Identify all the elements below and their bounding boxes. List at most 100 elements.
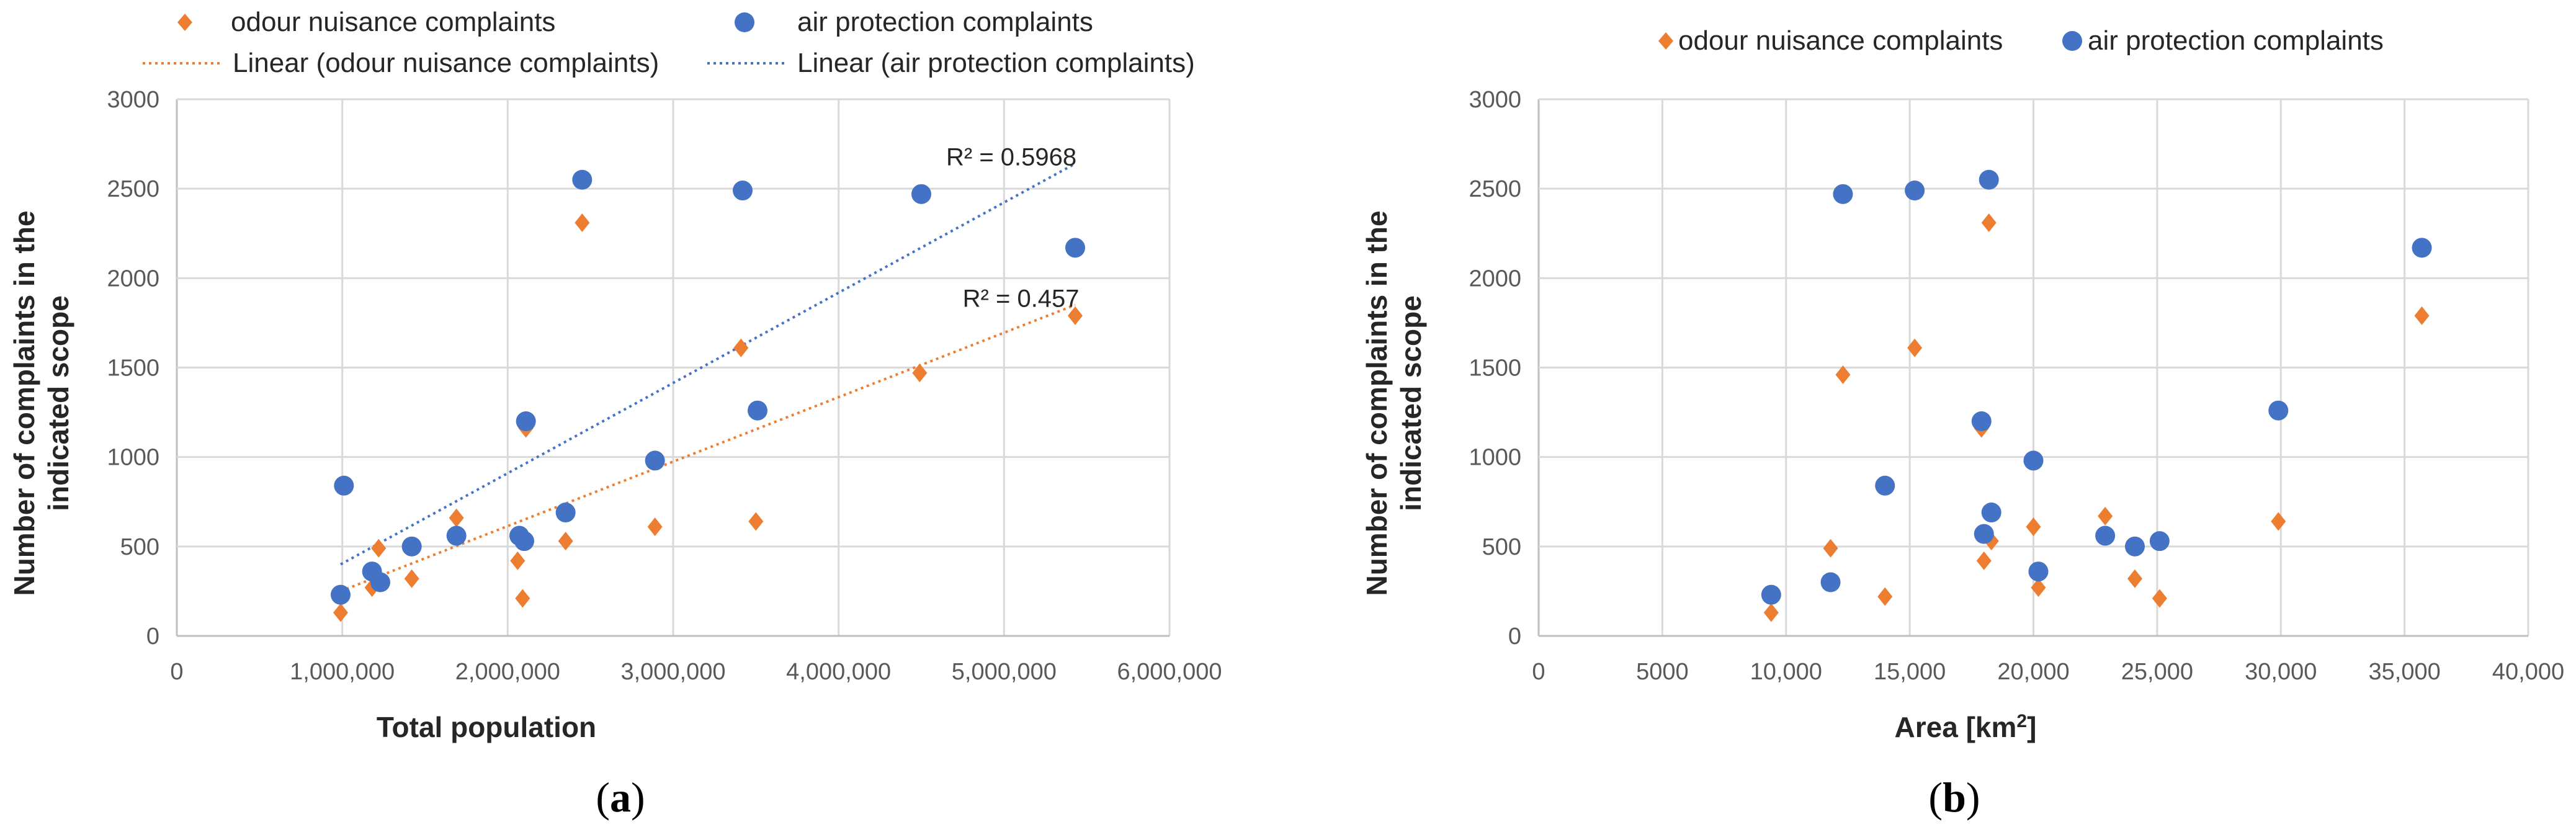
air-point [1905,181,1925,201]
x-tick-label: 5,000,000 [952,659,1057,685]
chart-b: odour nuisance complaints air protection… [1361,25,2564,821]
air-point [2095,525,2116,546]
odour-point [558,532,573,551]
odour-point [1877,587,1893,606]
air-trendline [340,163,1076,566]
air-point [1833,184,1853,204]
air-point [1981,503,2001,523]
odour-point [1068,306,1083,325]
odour-point [515,589,530,608]
x-tick-label: 20,000 [1997,659,2069,685]
gridlines-a [176,98,1171,637]
air-point [645,450,665,471]
y-tick-label: 3000 [107,87,159,113]
r2-labels-a: R² = 0.457 R² = 0.5968 [946,144,1080,313]
legend-odour-trend-label: Linear (odour nuisance complaints) [233,48,659,78]
x-tick-label: 3,000,000 [620,659,725,685]
legend-air-marker [735,12,754,32]
y-tick-label: 500 [120,534,159,560]
x-tick-label: 10,000 [1750,659,1822,685]
legend-air-trend-label: Linear (air protection complaints) [797,48,1195,78]
y-tick-label: 0 [146,624,159,650]
x-tick-label: 6,000,000 [1117,659,1222,685]
odour-point [2414,306,2430,325]
panel-label-b: (b) [1928,774,1980,821]
air-point [2268,400,2289,421]
air-point [2149,531,2170,552]
x-tick-label: 15,000 [1874,659,1946,685]
air-point [1820,572,1841,592]
odour-point [449,508,464,527]
panel-label-a: (a) [596,774,645,821]
air-point [1761,584,1781,605]
legend-air-marker-b [2062,31,2082,51]
air-point [334,475,354,496]
odour-point [2271,512,2286,531]
odour-r2-label: R² = 0.457 [963,285,1080,312]
air-point [2412,238,2432,258]
air-point [748,400,767,421]
legend-odour-marker [177,14,192,31]
legend-odour-label-b: odour nuisance complaints [1678,25,2003,56]
air-point [911,184,931,204]
odour-point [1835,365,1851,385]
air-point [2023,450,2044,471]
y-tick-label: 2000 [1469,266,1521,292]
chart-a: odour nuisance complaints air protection… [8,7,1222,821]
air-point [1065,238,1085,258]
x-tick-label: 0 [170,659,183,685]
y-tick-label: 0 [1508,624,1521,650]
x-tick-label: 40,000 [2492,659,2564,685]
odour-point [333,603,348,622]
odour-point [1976,551,1992,570]
air-point [514,531,534,552]
odour-point [748,512,764,531]
air-point [2028,561,2049,582]
odour-point [2026,517,2041,537]
air-point [1979,169,1999,190]
x-tick-label: 25,000 [2121,659,2193,685]
odour-point [510,551,525,570]
odour-point [371,539,387,558]
odour-point [1763,603,1779,622]
tick-labels-b: 0 5000 10,000 15,000 20,000 25,000 30,000 35,00… [1469,87,2564,685]
odour-point [912,364,928,383]
x-axis-title-a: Total population [377,711,596,743]
y-axis-title-b-line1: Number of complaints in the [1361,210,1393,596]
x-tick-label: 1,000,000 [290,659,395,685]
y-tick-label: 1000 [107,445,159,471]
legend-b: odour nuisance complaints air protection… [1658,25,2384,56]
x-tick-label: 2,000,000 [455,659,560,685]
tick-labels-a: 0 1,000,000 2,000,000 3,000,000 4,000,000 5,0… [107,87,1222,685]
air-point [1971,411,1992,431]
odour-point [647,517,663,537]
odour-point [1981,213,1997,232]
y-tick-label: 1500 [1469,355,1521,382]
points-b [1761,169,2432,622]
y-tick-label: 1500 [107,355,159,382]
air-point [2124,536,2145,557]
legend-odour-marker-b [1658,32,1673,50]
air-point [733,181,753,201]
y-tick-label: 2500 [1469,176,1521,202]
x-tick-label: 30,000 [2245,659,2317,685]
odour-point [404,569,419,588]
y-axis-title-a-line2: indicated scope [42,295,74,511]
trendlines-a [340,163,1076,592]
odour-point [2127,569,2142,588]
legend-air-label-b: air protection complaints [2088,25,2384,56]
y-axis-title-b-line2: indicated scope [1395,295,1427,511]
y-tick-label: 500 [1482,534,1521,560]
points-a [331,169,1085,622]
odour-trendline [340,303,1076,592]
air-point [516,411,536,431]
x-axis-title-b: Area [km2] [1895,711,2037,743]
y-tick-label: 1000 [1469,445,1521,471]
y-axis-title-a-line1: Number of complaints in the [8,210,40,596]
air-point [1875,475,1895,496]
odour-point [575,213,590,232]
x-tick-label: 5000 [1636,659,1689,685]
air-point [331,584,351,605]
air-point [1974,524,1994,544]
